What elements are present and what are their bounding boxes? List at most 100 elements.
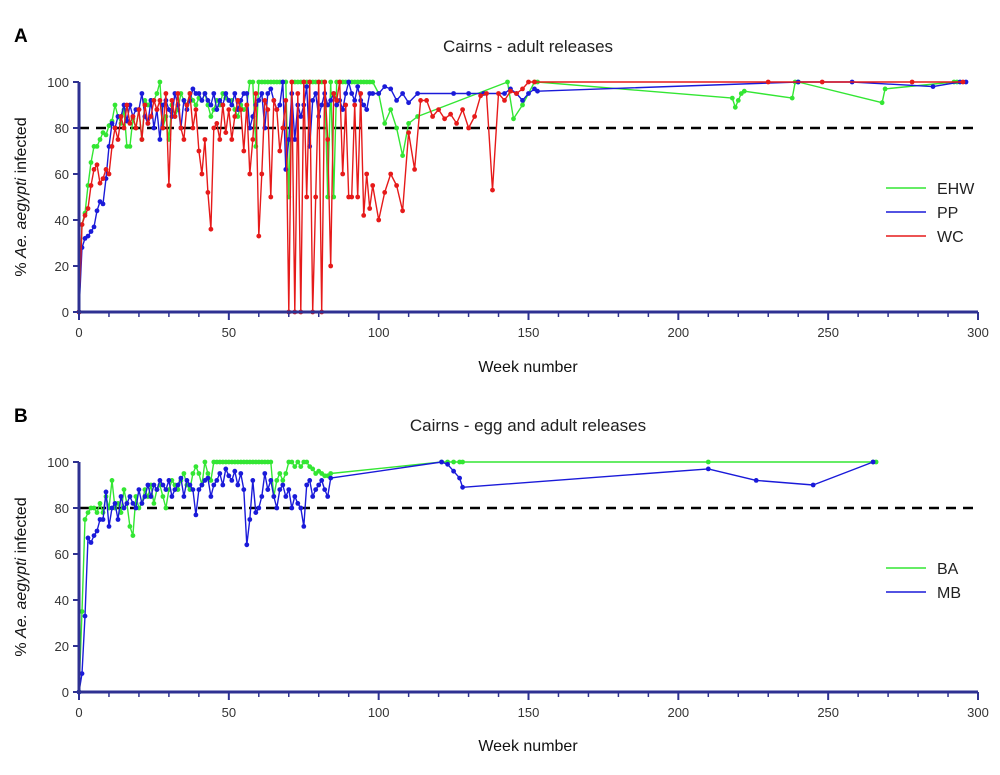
panel-a-series-pp-point [343,91,349,96]
panel-a-series-wc-point [268,194,274,200]
panel-a-series-pp-point [181,98,187,103]
panel-b-series-mb-point [133,505,139,511]
panel-a-series-pp-point [466,91,471,96]
panel-a-series-pp-point [298,114,304,119]
panel-a-series-wc-point [220,102,226,108]
panel-a-series-wc-point [454,121,459,126]
panel-b-series-ba-point [79,609,85,614]
panel-b-series-ba-point [196,471,202,476]
panel-a-series-wc-point [154,107,160,112]
panel-a-series-wc-point [430,114,435,119]
panel-a-series-wc-point [370,183,376,188]
panel-a-x-tick-label: 150 [518,325,540,340]
panel-a-series-pp-point [247,125,253,131]
panel-a-series-wc-point [190,125,196,131]
panel-b-series-ba-point [298,464,304,469]
panel-b-series-mb-point [154,487,160,492]
panel-a-series-wc-point [274,107,280,112]
panel-a-series-pp-point [382,84,388,89]
panel-a-series-pp-point [328,98,334,103]
panel-a-series-pp-point [394,98,399,103]
panel-a-series-wc-point [91,167,97,172]
panel-a-series-wc-point [82,213,88,218]
panel-a-series-wc-point [418,98,423,103]
panel-a-series-wc-point [367,206,373,211]
panel-b-series-mb-point [223,466,229,472]
panel-a-series-ehw-point [400,153,405,159]
panel-a-series-wc-point [139,137,145,142]
panel-a-series-wc-point [94,162,100,168]
panel-a-series-wc-point [334,98,340,103]
panel-b-series-mb-point [292,494,298,499]
panel-a-series-ehw-point [328,79,334,85]
panel-b-series-ba-point [130,533,136,538]
panel-b-series-ba-point [274,478,280,483]
panel-b-series-ba-point [460,459,465,465]
panel-a-series-ehw-point [729,95,735,101]
panel-a-series-pp-point [277,102,283,108]
panel-b-series-ba-point [85,510,91,515]
panel-b-series-ba-point [121,487,127,492]
panel-a-series-ehw-point [505,79,510,85]
panel-a-x-tick-label: 100 [368,325,390,340]
panel-a-series-pp-point [256,98,262,103]
panel-b-series-mb-point [319,478,325,483]
panel-a-x-tick-label: 250 [817,325,839,340]
panel-b-series-mb-point [277,487,283,492]
panel-a-legend-label-ehw: EHW [937,181,975,198]
panel-b-series-mb-point [322,487,328,492]
panel-b-series-mb-point [163,487,169,492]
panel-a-series-wc-point [460,107,465,112]
panel-b-series-mb-point [250,478,256,483]
panel-a-series-wc-point [340,171,346,177]
panel-a-series-pp-point [268,86,274,92]
panel-b-series-mb-point [124,501,130,506]
panel-a-series-pp-point [334,102,340,108]
panel-a-series-pp-point [259,91,265,96]
panel-b-series-ba-point [268,459,274,465]
panel-b-series-mb-point [265,487,271,492]
panel-b-series-mb-point [460,484,465,490]
panel-a-series-pp-point [91,224,97,230]
panel-b-series-mb-point [193,512,199,518]
panel-a-series-wc-point [130,114,136,119]
panel-a-series-wc-point [232,114,238,119]
panel-b-series-ba-point [193,464,199,469]
panel-b-series-mb-point [268,478,274,483]
panel-a-series-pp-point [211,91,217,96]
panel-a-series-pp-point [94,208,100,214]
panel-a-series-wc-point [265,107,271,112]
panel-a-series-wc-point [238,107,244,112]
panel-a-series-wc-point [412,167,417,172]
panel-a-series-wc-point [502,98,507,103]
panel-b-series-mb-point [226,473,232,479]
panel-b-series-mb-point [211,482,217,488]
panel-b-series-mb-point [256,505,262,511]
panel-b-series-mb-point [91,533,97,538]
panel-b-letter: B [14,406,28,427]
panel-b-series-ba-point [94,510,100,515]
panel-b-series-mb-point [118,494,124,499]
panel-a-y-tick-label: 0 [62,305,69,320]
panel-a-series-wc-point [307,79,313,85]
panel-b-series-mb-point [112,501,118,506]
panel-a-series-pp-point [265,91,271,96]
panel-a: A Cairns - adult releases EHW PP WC 0 20 40 60… [13,26,989,376]
panel-a-x-tick-label: 0 [75,325,82,340]
panel-a-series-wc-point [214,121,220,126]
panel-b-y-tick-label: 80 [55,501,69,516]
panel-b-series-ba-point [289,459,295,465]
panel-a-series-pp-point [214,107,220,112]
panel-a-series-wc-point [103,167,109,172]
panel-a-series-pp-point [400,91,405,96]
panel-a-series-pp-point [292,137,298,142]
panel-b-series-mb-point [870,459,876,465]
panel-a-series-wc-line [78,81,963,313]
panel-a-series-pp-point [166,107,172,112]
panel-a-series-wc-point [118,114,124,119]
panel-b-series-mb-point [451,468,456,474]
panel-a-legend-label-wc: WC [937,229,964,246]
panel-b-series-mb-point [753,478,759,483]
panel-a-series-wc-point [406,130,411,136]
panel-b-series-ba-point [118,510,124,515]
